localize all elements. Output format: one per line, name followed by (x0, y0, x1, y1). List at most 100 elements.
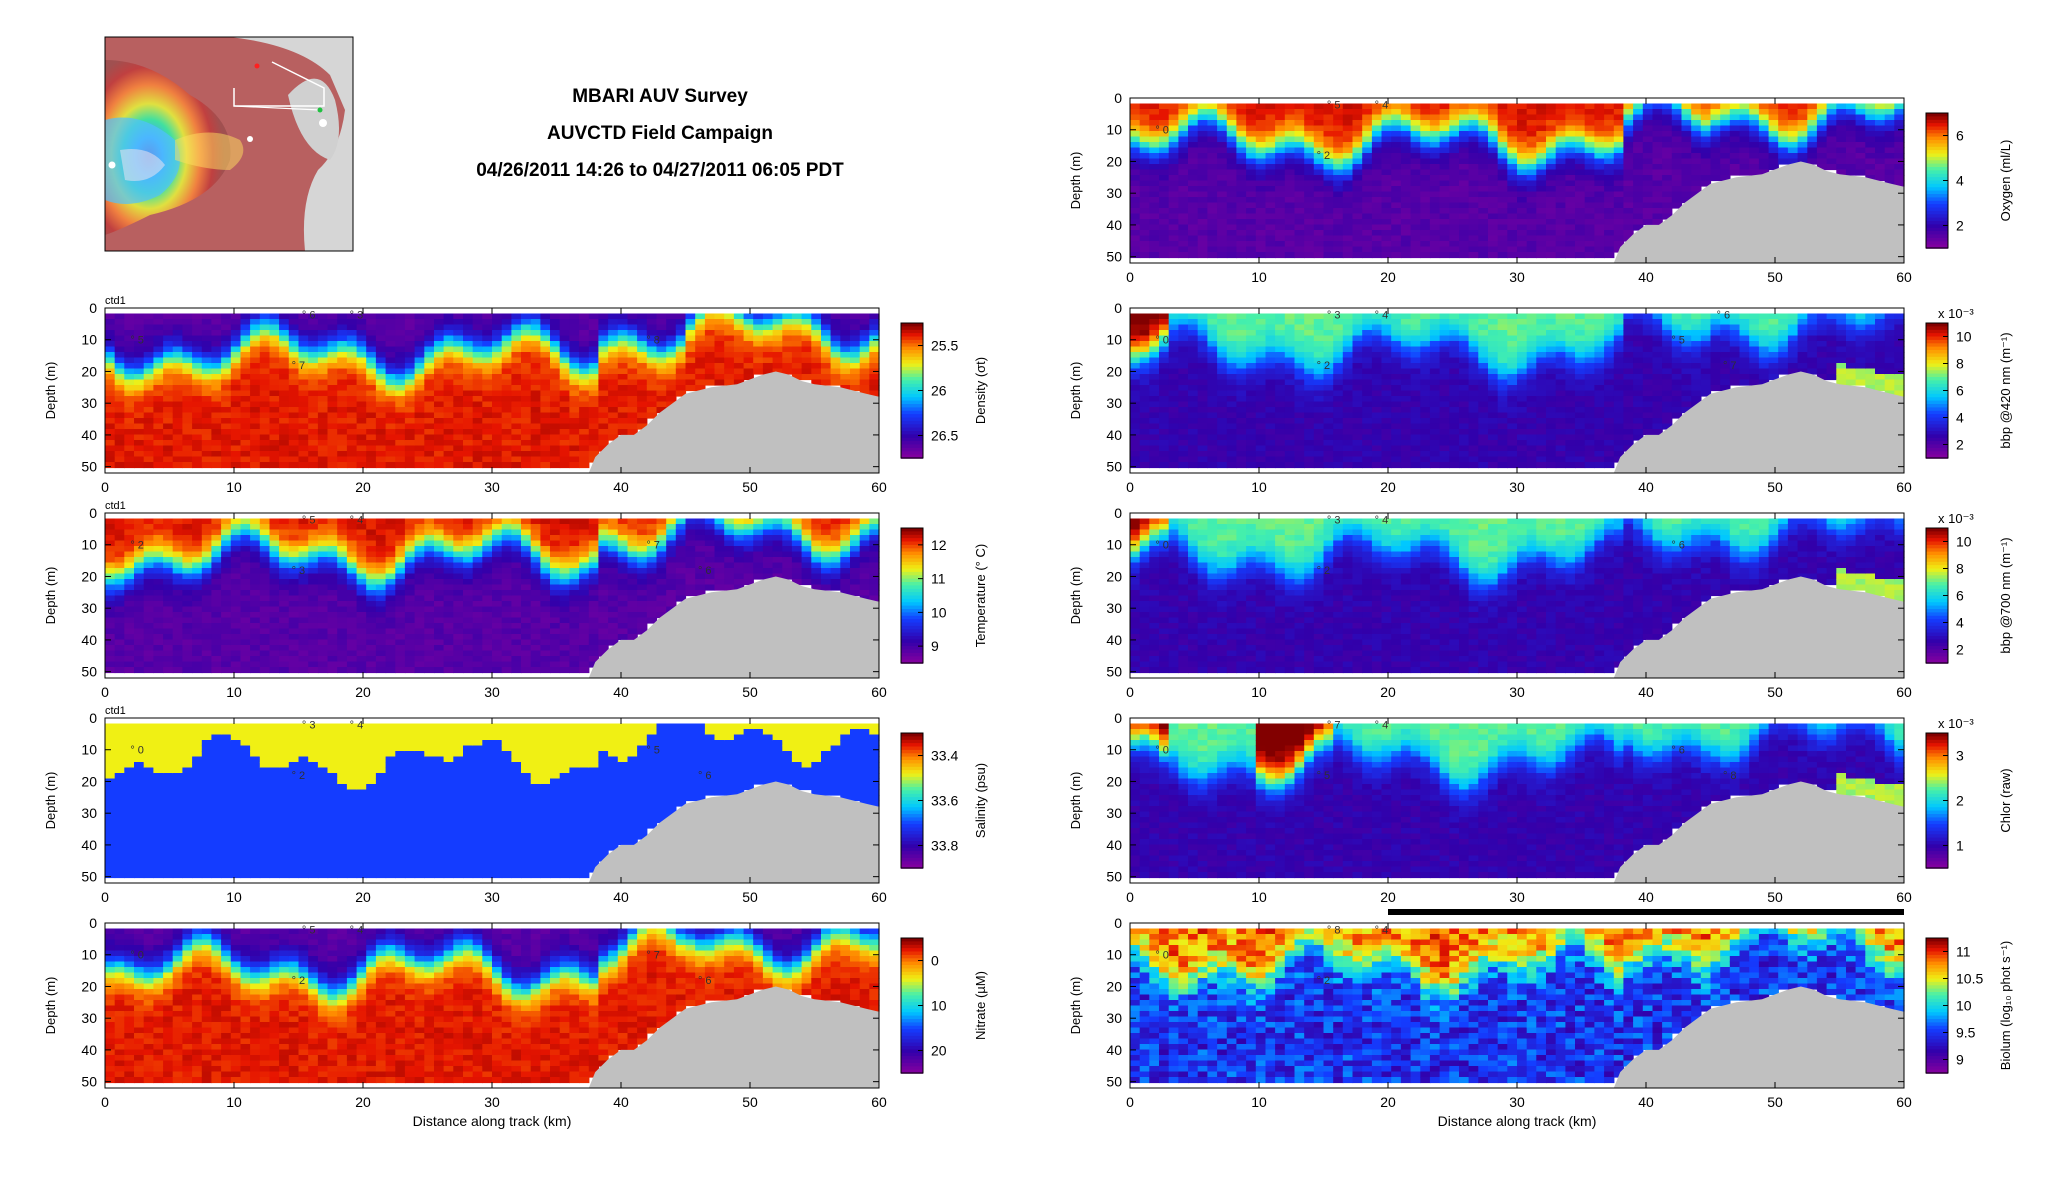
field-cell (424, 872, 435, 879)
field-cell (298, 866, 309, 873)
field-cell (656, 579, 667, 586)
field-cell (424, 778, 435, 785)
field-cell (134, 833, 145, 840)
field-cell (463, 795, 474, 802)
field-cell (163, 379, 174, 386)
field-cell (772, 319, 783, 326)
field-cell (269, 839, 280, 846)
colorbar-segment (901, 387, 923, 392)
field-cell (521, 546, 532, 553)
field-cell (395, 456, 406, 463)
field-cell (627, 374, 638, 381)
field-cell (201, 745, 213, 752)
field-cell (501, 639, 512, 646)
profile-mark: ° 3 (350, 309, 364, 321)
field-cell (346, 379, 358, 386)
field-cell (434, 623, 445, 630)
field-cell (240, 423, 251, 430)
field-cell (182, 844, 193, 851)
field-cell (308, 396, 319, 403)
field-cell (598, 579, 609, 586)
field-cell (492, 612, 503, 619)
field-cell (482, 374, 493, 381)
field-cell (337, 839, 348, 846)
field-cell (550, 418, 561, 425)
field-cell (463, 817, 474, 824)
field-cell (346, 335, 358, 342)
field-cell (288, 401, 300, 408)
field-cell (192, 579, 203, 586)
field-cell (704, 573, 716, 580)
field-cell (617, 612, 629, 619)
field-cell (230, 562, 242, 569)
colorbar-segment (901, 451, 923, 456)
field-cell (453, 762, 464, 769)
field-cell (192, 330, 203, 337)
field-cell (404, 568, 416, 575)
field-cell (105, 817, 116, 824)
field-cell (192, 806, 203, 813)
field-cell (666, 330, 677, 337)
field-cell (385, 800, 396, 807)
field-cell (646, 319, 658, 326)
field-cell (404, 434, 416, 441)
field-cell (259, 595, 271, 602)
field-cell (395, 601, 406, 608)
field-cell (453, 833, 464, 840)
field-cell (492, 390, 503, 397)
field-cell (385, 557, 396, 564)
field-cell (617, 535, 629, 542)
field-cell (646, 584, 658, 591)
field-cell (240, 401, 251, 408)
field-cell (404, 584, 416, 591)
field-cell (385, 784, 396, 791)
field-cell (453, 789, 464, 796)
field-cell (143, 341, 154, 348)
field-cell (821, 584, 832, 591)
field-cell (172, 601, 183, 608)
field-cell (163, 562, 174, 569)
field-cell (143, 861, 154, 868)
field-cell (404, 800, 416, 807)
field-cell (259, 656, 271, 663)
field-cell (221, 789, 232, 796)
field-cell (791, 330, 803, 337)
field-cell (627, 346, 638, 353)
field-cell (211, 762, 222, 769)
field-cell (250, 584, 261, 591)
field-cell (240, 385, 251, 392)
field-cell (521, 335, 532, 342)
field-cell (598, 639, 609, 646)
field-cell (375, 811, 387, 818)
field-cell (550, 535, 561, 542)
field-cell (356, 363, 367, 370)
field-cell (327, 806, 338, 813)
field-cell (143, 324, 154, 331)
field-cell (308, 740, 319, 747)
field-cell (724, 319, 735, 326)
field-cell (221, 390, 232, 397)
field-cell (337, 850, 348, 857)
field-cell (259, 379, 271, 386)
field-cell (550, 357, 561, 364)
field-cell (182, 374, 193, 381)
field-cell (317, 861, 329, 868)
field-cell (172, 817, 183, 824)
field-cell (114, 784, 125, 791)
field-cell (443, 557, 454, 564)
field-cell (743, 330, 754, 337)
field-cell (733, 551, 745, 558)
field-cell (811, 535, 822, 542)
field-cell (704, 551, 716, 558)
field-cell (269, 866, 280, 873)
field-cell (337, 546, 348, 553)
field-cell (511, 628, 522, 635)
field-cell (366, 456, 377, 463)
field-cell (791, 535, 803, 542)
field-cell (724, 579, 735, 586)
field-cell (424, 540, 435, 547)
field-cell (105, 773, 116, 780)
colorbar-tick-label: 26.5 (931, 428, 958, 444)
field-cell (366, 751, 377, 758)
field-cell (172, 557, 183, 564)
